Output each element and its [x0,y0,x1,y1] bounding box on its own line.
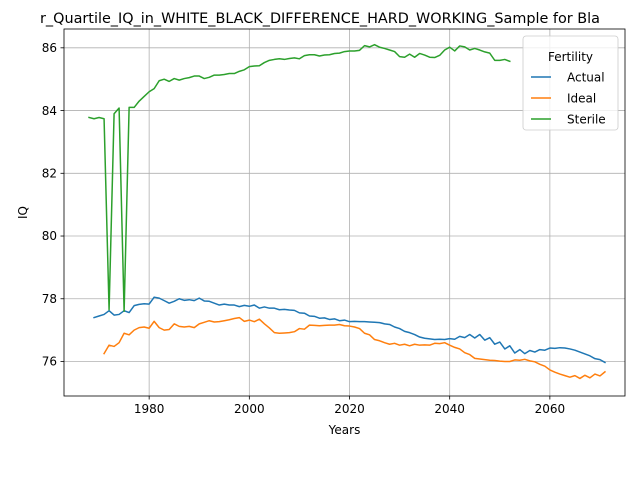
x-tick-label: 2000 [234,402,265,416]
y-tick-label: 76 [42,355,57,369]
legend-label-sterile: Sterile [567,112,606,126]
legend-title: Fertility [548,50,593,64]
series-line-sterile [88,43,511,313]
y-tick-label: 78 [42,292,57,306]
legend-label-ideal: Ideal [567,91,596,105]
plot-area-frame [63,28,626,397]
series-line-actual [93,296,606,364]
y-axis-label: IQ [16,206,30,219]
legend-box [522,35,619,131]
x-tick-label: 2020 [334,402,365,416]
y-tick-label: 84 [42,104,57,118]
y-tick-label: 80 [42,229,57,243]
x-axis-label: Years [328,423,361,437]
x-tick-label: 2060 [535,402,566,416]
series-line-ideal [103,316,607,380]
chart-title: r_Quartile_IQ_in_WHITE_BLACK_DIFFERENCE_… [40,11,600,27]
y-tick-label: 86 [42,41,57,55]
x-axis-ticks: 1980 2000 2020 2040 2060 [134,396,565,416]
legend-entries: Actual Ideal Sterile [531,70,606,126]
legend: Fertility Actual Ideal Sterile [522,35,619,131]
x-tick-label: 1980 [134,402,165,416]
y-axis-ticks: 76 78 80 82 84 86 [42,41,64,369]
series-lines [88,43,607,380]
legend-label-actual: Actual [567,70,605,84]
x-tick-label: 2040 [434,402,465,416]
y-tick-label: 82 [42,166,57,180]
